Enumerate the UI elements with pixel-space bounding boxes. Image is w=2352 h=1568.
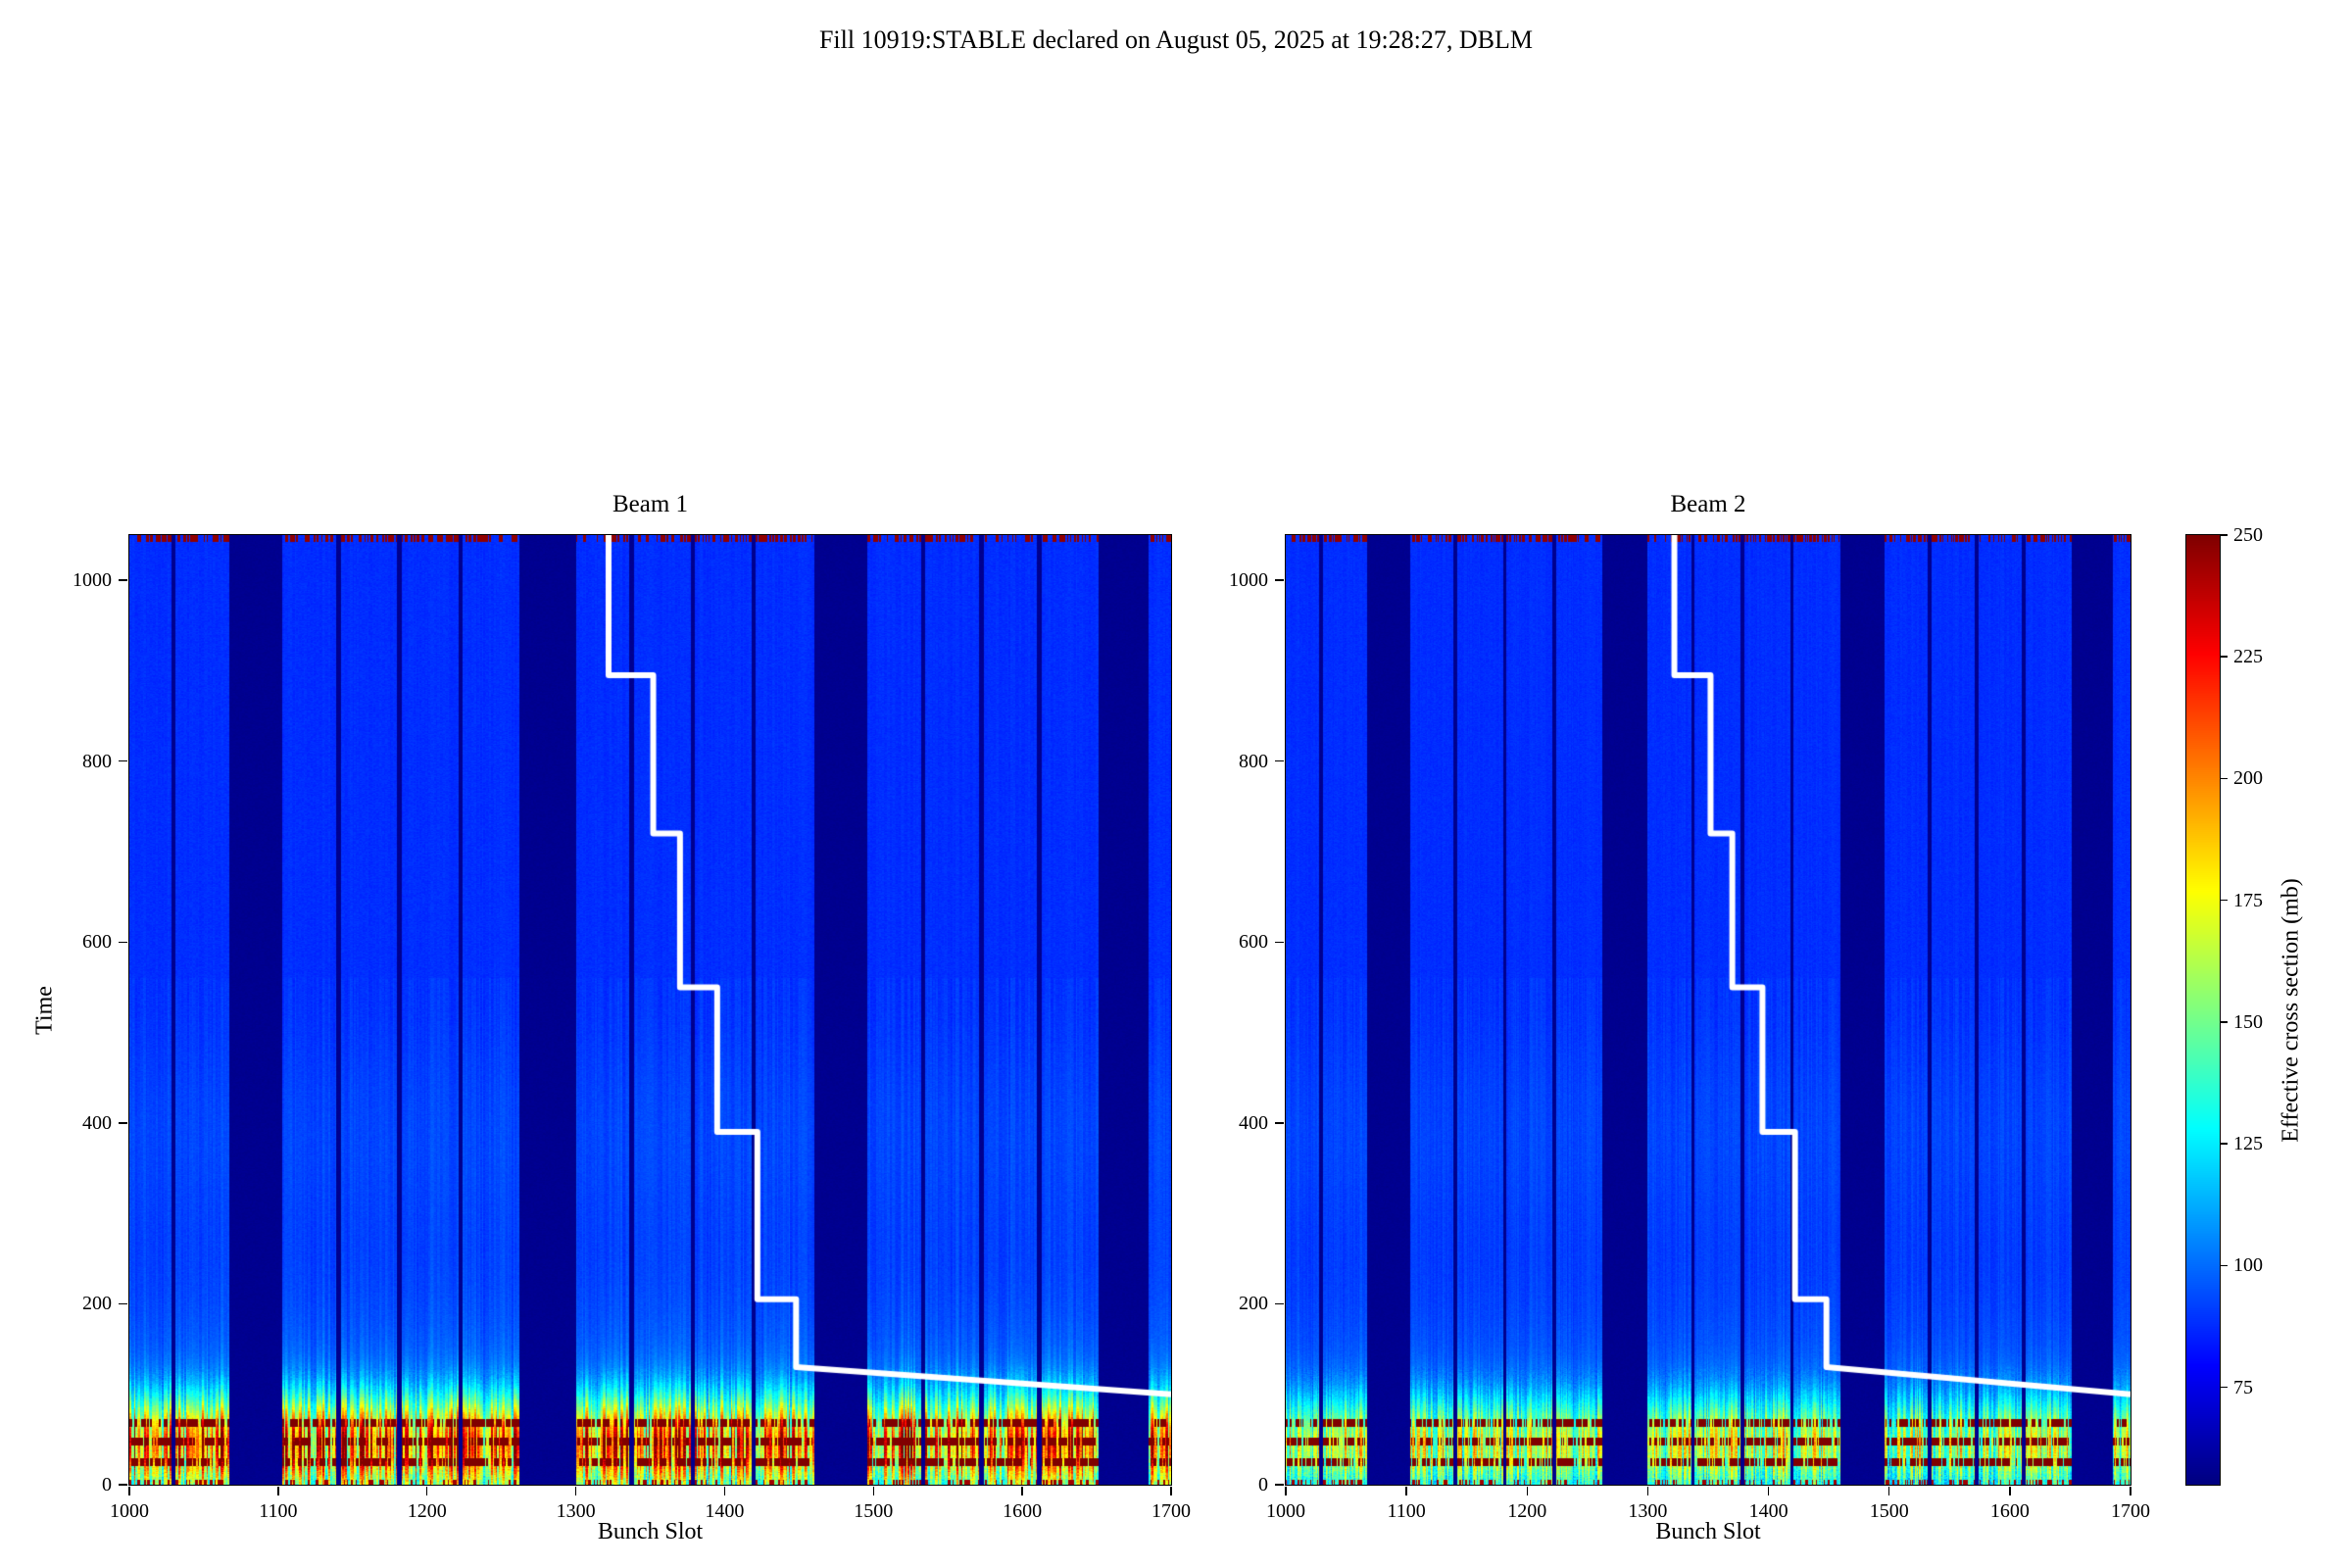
tick-mark bbox=[2221, 534, 2228, 536]
y-tick-label: 400 bbox=[82, 1111, 112, 1134]
y-tick-label: 1000 bbox=[1229, 569, 1268, 592]
colorbar-gradient bbox=[2186, 535, 2220, 1485]
x-tick-label: 1600 bbox=[1003, 1500, 1043, 1522]
x-tick-label: 1600 bbox=[1989, 1500, 2030, 1522]
beam1-heatmap bbox=[129, 535, 1171, 1485]
y-tick-label: 0 bbox=[1258, 1474, 1268, 1495]
colorbar bbox=[2185, 534, 2221, 1486]
colorbar-label: Effective cross section (mb) bbox=[2278, 877, 2304, 1143]
y-tick-label: 1000 bbox=[73, 569, 112, 592]
x-tick-label: 1500 bbox=[1869, 1500, 1909, 1522]
tick-mark bbox=[119, 1302, 127, 1305]
y-tick-label: 600 bbox=[1239, 931, 1268, 954]
x-tick-label: 1400 bbox=[1748, 1500, 1788, 1522]
tick-mark bbox=[1405, 1487, 1407, 1495]
x-tick-label: 1700 bbox=[2111, 1500, 2150, 1522]
colorbar-tick-label: 225 bbox=[2233, 646, 2263, 668]
tick-mark bbox=[1275, 941, 1284, 944]
tick-mark bbox=[1767, 1487, 1770, 1495]
y-axis-label: Time bbox=[31, 985, 58, 1035]
tick-mark bbox=[119, 1122, 127, 1124]
colorbar-tick-label: 100 bbox=[2233, 1254, 2263, 1277]
tick-mark bbox=[723, 1487, 726, 1495]
y-tick-label: 600 bbox=[82, 931, 112, 954]
colorbar-tick-label: 75 bbox=[2233, 1376, 2253, 1398]
x-tick-label: 1400 bbox=[705, 1500, 745, 1522]
x-tick-label: 1300 bbox=[1628, 1500, 1668, 1522]
y-tick-label: 200 bbox=[1239, 1293, 1268, 1315]
tick-mark bbox=[425, 1487, 428, 1495]
tick-mark bbox=[2221, 1386, 2228, 1389]
x-tick-label: 1300 bbox=[556, 1500, 596, 1522]
tick-mark bbox=[277, 1487, 279, 1495]
tick-mark bbox=[119, 579, 127, 581]
tick-mark bbox=[119, 1484, 127, 1486]
colorbar-tick-label: 250 bbox=[2233, 524, 2263, 546]
tick-mark bbox=[872, 1487, 875, 1495]
colorbar-tick-label: 200 bbox=[2233, 767, 2263, 790]
x-tick-label: 1100 bbox=[1387, 1500, 1426, 1522]
y-tick-label: 800 bbox=[1239, 750, 1268, 772]
tick-mark bbox=[1275, 760, 1284, 762]
figure-title: Fill 10919:STABLE declared on August 05,… bbox=[818, 25, 1534, 54]
beam2-heatmap bbox=[1286, 535, 2131, 1485]
tick-mark bbox=[1275, 1302, 1284, 1305]
y-tick-label: 0 bbox=[102, 1474, 112, 1495]
colorbar-tick-label: 175 bbox=[2233, 889, 2263, 911]
y-tick-label: 200 bbox=[82, 1293, 112, 1315]
tick-mark bbox=[574, 1487, 577, 1495]
y-tick-label: 800 bbox=[82, 750, 112, 772]
x-tick-label: 1500 bbox=[854, 1500, 894, 1522]
x-tick-label: 1000 bbox=[110, 1500, 149, 1522]
beam2-xlabel: Bunch Slot bbox=[1655, 1519, 1761, 1544]
tick-mark bbox=[1021, 1487, 1023, 1495]
tick-mark bbox=[2221, 777, 2228, 780]
tick-mark bbox=[2221, 1021, 2228, 1023]
tick-mark bbox=[1646, 1487, 1649, 1495]
beam1-xlabel: Bunch Slot bbox=[597, 1519, 704, 1544]
x-tick-label: 1200 bbox=[407, 1500, 447, 1522]
tick-mark bbox=[128, 1487, 130, 1495]
tick-mark bbox=[119, 941, 127, 944]
tick-mark bbox=[1275, 579, 1284, 581]
tick-mark bbox=[1275, 1122, 1284, 1124]
tick-mark bbox=[2009, 1487, 2011, 1495]
tick-mark bbox=[1285, 1487, 1287, 1495]
tick-mark bbox=[2130, 1487, 2132, 1495]
tick-mark bbox=[2221, 656, 2228, 658]
tick-mark bbox=[1170, 1487, 1172, 1495]
beam1-plot-area bbox=[128, 534, 1172, 1486]
beam2-plot-area bbox=[1285, 534, 2132, 1486]
x-tick-label: 1100 bbox=[259, 1500, 298, 1522]
beam1-title: Beam 1 bbox=[612, 491, 689, 517]
beam2-title: Beam 2 bbox=[1670, 491, 1746, 517]
x-tick-label: 1200 bbox=[1507, 1500, 1547, 1522]
colorbar-tick-label: 125 bbox=[2233, 1133, 2263, 1155]
x-tick-label: 1000 bbox=[1266, 1500, 1305, 1522]
tick-mark bbox=[2221, 1143, 2228, 1145]
tick-mark bbox=[119, 760, 127, 762]
colorbar-tick-label: 150 bbox=[2233, 1010, 2263, 1033]
tick-mark bbox=[1887, 1487, 1890, 1495]
x-tick-label: 1700 bbox=[1152, 1500, 1191, 1522]
tick-mark bbox=[2221, 899, 2228, 902]
y-tick-label: 400 bbox=[1239, 1111, 1268, 1134]
tick-mark bbox=[2221, 1264, 2228, 1267]
tick-mark bbox=[1275, 1484, 1284, 1486]
tick-mark bbox=[1526, 1487, 1529, 1495]
